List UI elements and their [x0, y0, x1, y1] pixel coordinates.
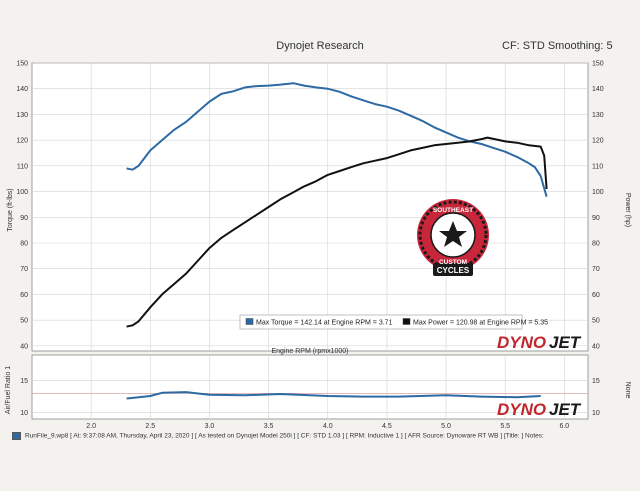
- afr-right-axis-label: None: [624, 382, 631, 399]
- x-tick-label: 3.0: [205, 423, 215, 430]
- brand-dyno: DYNO: [497, 333, 546, 352]
- y-tick-label-right: 150: [592, 61, 604, 68]
- logo-text-top: SOUTHEAST: [433, 207, 473, 214]
- y-tick-label-right: 40: [592, 343, 600, 350]
- y-tick-label-right: 50: [592, 318, 600, 325]
- logo-text-mid: CUSTOM: [439, 259, 467, 266]
- x-axis-label: Engine RPM (rpmx1000): [271, 348, 348, 355]
- logo-text-bottom: CYCLES: [437, 266, 470, 275]
- afr-series: [126, 391, 541, 400]
- afr-y-tick-label-left: 15: [20, 378, 28, 385]
- x-tick-label: 4.5: [382, 423, 392, 430]
- afr-brand-jet: JET: [549, 400, 582, 419]
- star-icon: [439, 221, 467, 247]
- torque-axis-label: Torque (ft-lbs): [7, 188, 14, 231]
- y-tick-label-right: 140: [592, 86, 604, 93]
- y-tick-label-right: 70: [592, 266, 600, 273]
- run-swatch: [12, 432, 21, 440]
- y-tick-label-left: 150: [16, 61, 28, 68]
- afr-axis-label: Air/Fuel Ratio 1: [5, 366, 12, 414]
- series-line-power: [126, 136, 548, 328]
- main-brand-logo: DYNO JET: [497, 333, 582, 352]
- x-tick-label: 4.0: [323, 423, 333, 430]
- power-axis-label: Power (hp): [624, 193, 631, 227]
- y-tick-label-left: 100: [16, 189, 28, 196]
- y-tick-label-right: 120: [592, 138, 604, 145]
- correction-factor-label: CF: STD Smoothing: 5: [502, 40, 613, 52]
- y-tick-label-left: 70: [20, 266, 28, 273]
- y-tick-label-right: 60: [592, 292, 600, 299]
- main-grid: [32, 62, 588, 351]
- afr-y-tick-label-right: 15: [592, 378, 600, 385]
- x-tick-label: 2.5: [145, 423, 155, 430]
- afr-plot-frame: [31, 354, 589, 420]
- chart-title: Dynojet Research: [276, 40, 364, 52]
- y-tick-label-left: 60: [20, 292, 28, 299]
- x-tick-label: 3.5: [264, 423, 274, 430]
- y-tick-label-left: 110: [17, 163, 28, 170]
- main-y-ticks: 40 40 50 50 60 60 70 70 80 80 90 90 100 100 110 110 120 1…: [16, 61, 603, 351]
- y-tick-label-right: 100: [592, 189, 604, 196]
- x-tick-label: 2.0: [86, 423, 96, 430]
- main-plot-frame: [31, 62, 589, 352]
- main-series: [126, 82, 548, 328]
- y-tick-label-right: 80: [592, 241, 600, 248]
- afr-y-ticks: 10 10 15 15: [20, 378, 600, 417]
- y-tick-label-left: 130: [16, 112, 28, 119]
- run-info-text: RunFile_9.wp8 [ At: 9:37:08 AM, Thursday…: [25, 432, 544, 440]
- legend-torque-swatch: [245, 318, 254, 325]
- brand-jet: JET: [549, 333, 582, 352]
- afr-brand-logo: DYNO JET: [497, 400, 582, 419]
- y-tick-label-left: 140: [16, 86, 28, 93]
- run-info-footer: RunFile_9.wp8 [ At: 9:37:08 AM, Thursday…: [12, 432, 632, 440]
- y-tick-label-right: 90: [592, 215, 600, 222]
- y-tick-label-left: 40: [20, 343, 28, 350]
- y-tick-label-left: 50: [20, 318, 28, 325]
- afr-y-tick-label-left: 10: [20, 410, 28, 417]
- afr-series-line: [126, 391, 541, 400]
- afr-y-tick-label-right: 10: [592, 410, 600, 417]
- x-tick-label: 6.0: [559, 423, 569, 430]
- legend-power-text: Max Power = 120.98 at Engine RPM = 5.35: [413, 320, 548, 327]
- legend-torque-text: Max Torque = 142.14 at Engine RPM = 3.71: [256, 320, 393, 327]
- southeast-custom-cycles-logo: SOUTHEAST CUSTOM CYCLES: [417, 199, 489, 276]
- y-tick-label-right: 130: [592, 112, 604, 119]
- x-ticks: 2.0 2.5 3.0 3.5 4.0 4.5 5.0 5.5 6.0: [86, 423, 569, 430]
- y-tick-label-left: 80: [20, 241, 28, 248]
- y-tick-label-left: 90: [20, 215, 28, 222]
- x-tick-label: 5.0: [441, 423, 451, 430]
- legend-power-swatch: [402, 318, 411, 325]
- series-line-torque: [126, 82, 548, 197]
- x-tick-label: 5.5: [500, 423, 510, 430]
- afr-brand-dyno: DYNO: [497, 400, 546, 419]
- legend: Max Torque = 142.14 at Engine RPM = 3.71…: [239, 314, 548, 330]
- afr-grid: [32, 355, 588, 419]
- y-tick-label-right: 110: [592, 163, 603, 170]
- y-tick-label-left: 120: [16, 138, 28, 145]
